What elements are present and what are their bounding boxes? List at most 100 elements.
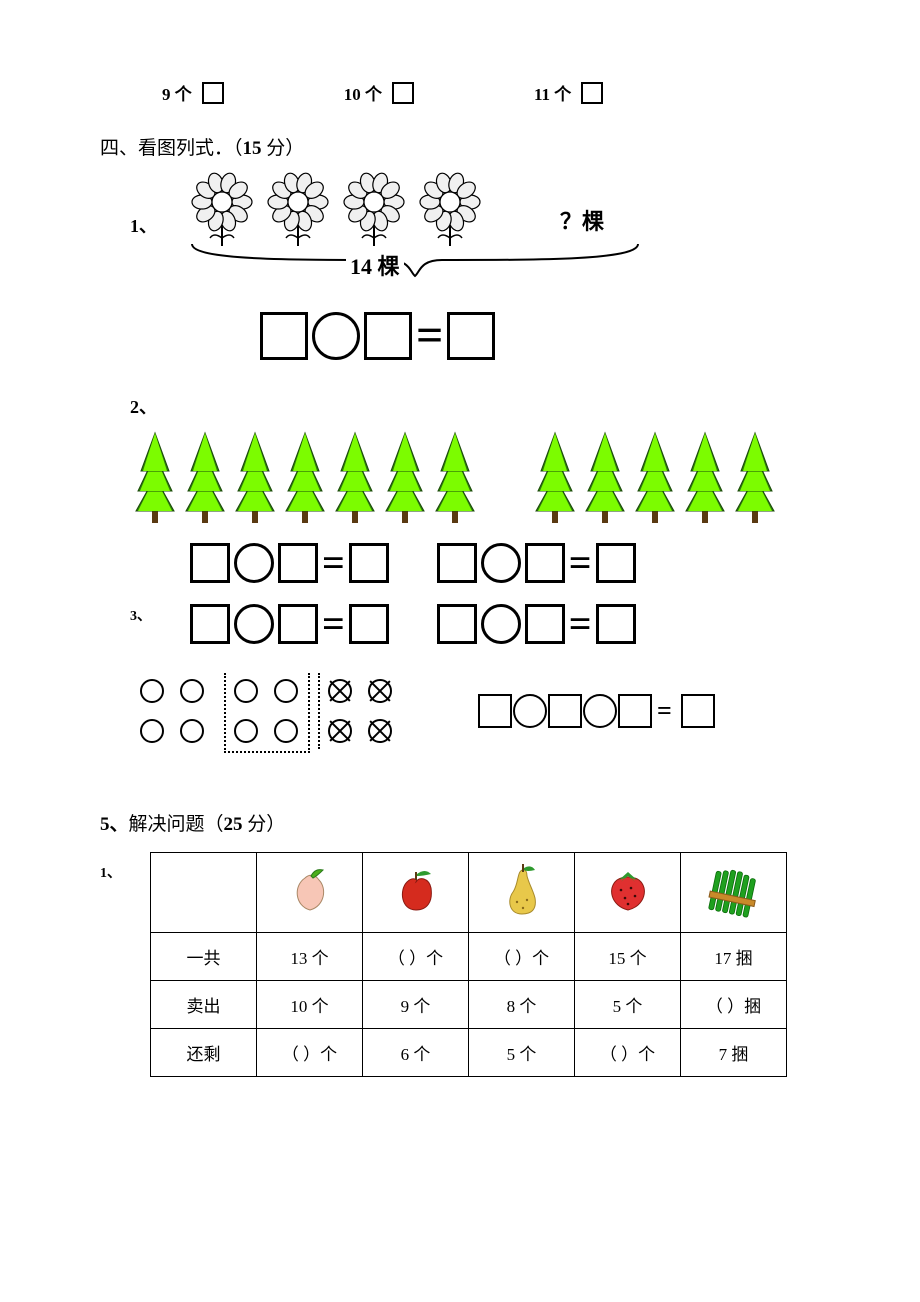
table-header-empty <box>151 853 257 933</box>
table-cell[interactable]: （ ）个 <box>257 1029 363 1077</box>
blank-circle-icon[interactable] <box>481 604 521 644</box>
equals-sign: = <box>416 308 443 363</box>
table-cell: 9 个 <box>363 981 469 1029</box>
checkbox-item-11[interactable]: 11 个 <box>534 80 603 105</box>
section-5-points: 25 <box>224 814 243 835</box>
table-header-strawberry <box>575 853 681 933</box>
tree-icon <box>680 429 730 525</box>
section-4-prefix: 四、看图列式．（ <box>100 138 243 159</box>
blank-square-icon[interactable] <box>278 604 318 644</box>
equals-sign: = <box>322 539 345 586</box>
blank-square-icon[interactable] <box>190 604 230 644</box>
blank-square-icon[interactable] <box>190 543 230 583</box>
problem-2-equations: = = = = <box>190 539 820 647</box>
peach-icon <box>285 903 335 922</box>
equation-template-3: = <box>478 694 715 728</box>
flower-icon <box>266 172 330 250</box>
checkbox-box-icon[interactable] <box>202 82 224 104</box>
blank-circle-icon[interactable] <box>481 543 521 583</box>
brace-icon <box>188 242 642 298</box>
tree-icon <box>630 429 680 525</box>
tree-icon <box>280 429 330 525</box>
table-cell: 10 个 <box>257 981 363 1029</box>
problem-2-label: 2、 <box>130 393 820 419</box>
section-4-suffix: 分） <box>262 138 305 159</box>
tree-group-right <box>530 429 780 525</box>
checkbox-label-11: 11 个 <box>534 85 571 104</box>
table-header-peach <box>257 853 363 933</box>
asparagus-icon <box>701 905 767 924</box>
equation-template: = <box>190 600 389 647</box>
tree-icon <box>230 429 280 525</box>
section-5-title: 5、解决问题（25 分） <box>100 809 820 836</box>
blank-circle-icon[interactable] <box>312 312 360 360</box>
section-5-suffix: 分） <box>243 814 286 835</box>
blank-square-icon[interactable] <box>548 694 582 728</box>
table-row: 卖出 10 个 9 个 8 个 5 个 （ ）捆 <box>151 981 787 1029</box>
table-header-asparagus <box>681 853 787 933</box>
table-row-label: 1、 <box>100 862 150 882</box>
checkbox-box-icon[interactable] <box>581 82 603 104</box>
blank-square-icon[interactable] <box>525 604 565 644</box>
equals-sign: = <box>322 600 345 647</box>
blank-square-icon[interactable] <box>278 543 318 583</box>
problem-2-trees <box>130 429 820 525</box>
blank-square-icon[interactable] <box>681 694 715 728</box>
table-cell: 7 捆 <box>681 1029 787 1077</box>
circle-grid: 3、 <box>130 673 412 749</box>
equals-sign: = <box>569 600 592 647</box>
blank-square-icon[interactable] <box>596 604 636 644</box>
blank-square-icon[interactable] <box>618 694 652 728</box>
table-header-apple <box>363 853 469 933</box>
flower-icon <box>342 172 406 250</box>
checkbox-item-10[interactable]: 10 个 <box>344 80 414 105</box>
tree-icon <box>730 429 780 525</box>
checkbox-label-9: 9 个 <box>162 85 192 104</box>
section-5-num: 5、 <box>100 814 129 835</box>
equation-template: = <box>190 539 389 586</box>
section-4-points: 15 <box>243 138 262 159</box>
blank-square-icon[interactable] <box>364 312 412 360</box>
blank-square-icon[interactable] <box>349 543 389 583</box>
table-cell[interactable]: （ ）个 <box>363 933 469 981</box>
tree-icon <box>130 429 180 525</box>
table-cell: 5 个 <box>575 981 681 1029</box>
section-4-title: 四、看图列式．（15 分） <box>100 133 820 160</box>
tree-icon <box>330 429 380 525</box>
blank-square-icon[interactable] <box>260 312 308 360</box>
blank-square-icon[interactable] <box>478 694 512 728</box>
blank-square-icon[interactable] <box>596 543 636 583</box>
blank-square-icon[interactable] <box>525 543 565 583</box>
problem-1-question: ？棵 <box>560 204 604 236</box>
blank-square-icon[interactable] <box>437 604 477 644</box>
problem-1: 1、 ？棵 14 棵 <box>130 174 820 304</box>
table-cell: 17 捆 <box>681 933 787 981</box>
table-cell: 15 个 <box>575 933 681 981</box>
table-wrapper: 1、 一共 13 个 （ ）个 （ ）个 15 个 17 捆 卖出 10 个 <box>100 852 820 1077</box>
blank-circle-icon[interactable] <box>234 543 274 583</box>
flower-icon <box>418 172 482 250</box>
blank-square-icon[interactable] <box>349 604 389 644</box>
row-label-sold: 卖出 <box>151 981 257 1029</box>
equation-template: = <box>437 539 636 586</box>
crossed-circle-icon <box>328 679 352 703</box>
table-cell[interactable]: （ ）捆 <box>681 981 787 1029</box>
table-cell[interactable]: （ ）个 <box>575 1029 681 1077</box>
crossed-circle-icon <box>368 719 392 743</box>
equation-template-1: = <box>260 308 820 363</box>
table-cell[interactable]: （ ）个 <box>469 933 575 981</box>
row-label-remain: 还剩 <box>151 1029 257 1077</box>
blank-circle-icon[interactable] <box>234 604 274 644</box>
pear-icon <box>497 905 547 924</box>
blank-square-icon[interactable] <box>447 312 495 360</box>
checkbox-item-9[interactable]: 9 个 <box>162 80 224 105</box>
tree-icon <box>180 429 230 525</box>
checkbox-row: 9 个 10 个 11 个 <box>162 80 820 105</box>
blank-square-icon[interactable] <box>437 543 477 583</box>
checkbox-box-icon[interactable] <box>392 82 414 104</box>
table-cell: 8 个 <box>469 981 575 1029</box>
section-5-main: 解决问题（ <box>129 814 224 835</box>
blank-circle-icon[interactable] <box>583 694 617 728</box>
table-header-row <box>151 853 787 933</box>
blank-circle-icon[interactable] <box>513 694 547 728</box>
